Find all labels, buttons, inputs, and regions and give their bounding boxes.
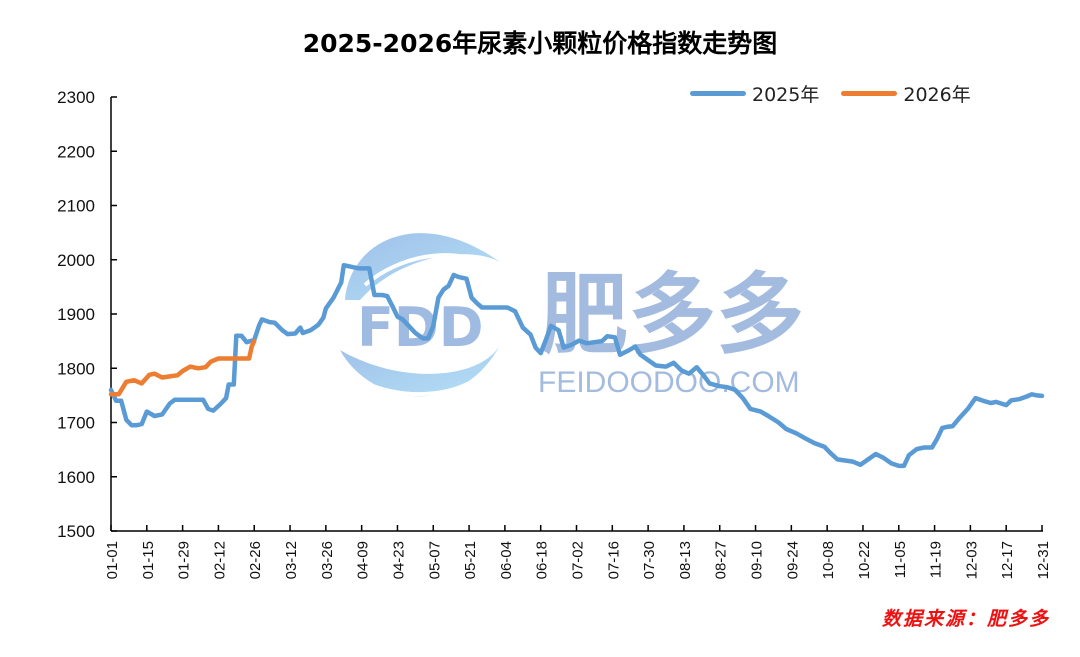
data-source-note: 数据来源：肥多多 bbox=[881, 608, 1050, 630]
x-tick-label: 07-02 bbox=[570, 541, 587, 579]
x-tick-label: 10-08 bbox=[820, 541, 837, 579]
x-tick-label: 01-01 bbox=[104, 541, 121, 579]
series-line-2026 bbox=[108, 338, 257, 397]
chart-legend: 2025年 2026年 bbox=[690, 80, 993, 107]
x-tick-label: 05-21 bbox=[462, 541, 479, 579]
legend-item-2025: 2025年 bbox=[690, 80, 819, 107]
x-tick-label: 03-26 bbox=[319, 541, 336, 579]
watermark-brand-cn: 肥多多 bbox=[540, 263, 804, 366]
x-tick-label: 06-04 bbox=[498, 541, 515, 579]
watermark-logo-text: FDD bbox=[357, 296, 484, 359]
legend-swatch-2025 bbox=[690, 91, 746, 96]
x-tick-label: 12-03 bbox=[963, 541, 980, 579]
legend-label-2026: 2026年 bbox=[903, 84, 971, 106]
x-tick-label: 02-12 bbox=[211, 541, 228, 579]
legend-item-2026: 2026年 bbox=[841, 80, 971, 107]
y-tick-label: 1700 bbox=[57, 414, 95, 433]
legend-label-2025: 2025年 bbox=[752, 84, 820, 106]
x-tick-label: 11-05 bbox=[892, 541, 909, 578]
watermark-logo: FDD bbox=[340, 233, 500, 397]
x-tick-label: 07-16 bbox=[605, 541, 622, 579]
x-tick-label: 03-12 bbox=[283, 541, 300, 579]
y-axis-ticks: 1500 1600 1700 1800 1900 2000 2100 2200 2300 bbox=[57, 88, 117, 541]
legend-swatch-2026 bbox=[841, 91, 898, 96]
x-tick-label: 11-19 bbox=[928, 541, 945, 578]
x-tick-label: 12-31 bbox=[1035, 541, 1052, 579]
y-tick-label: 2100 bbox=[57, 197, 95, 216]
x-tick-label: 01-29 bbox=[176, 541, 193, 579]
x-tick-label: 01-15 bbox=[140, 541, 157, 579]
x-tick-label: 09-10 bbox=[749, 541, 766, 579]
x-tick-label: 12-17 bbox=[999, 541, 1016, 579]
y-tick-label: 1800 bbox=[57, 359, 95, 378]
watermark-brand-url: FEIDOODOO.COM bbox=[538, 366, 800, 399]
y-tick-label: 2300 bbox=[57, 88, 95, 107]
x-tick-label: 04-23 bbox=[390, 541, 407, 579]
x-tick-label: 08-13 bbox=[677, 541, 694, 579]
x-tick-label: 08-27 bbox=[713, 541, 730, 579]
x-tick-label: 09-24 bbox=[784, 541, 801, 579]
y-tick-label: 1900 bbox=[57, 305, 95, 324]
y-tick-label: 2000 bbox=[57, 251, 95, 270]
x-axis-ticks: 01-01 01-15 01-29 02-12 02-26 03-12 03-26 04-09… bbox=[104, 525, 1052, 579]
y-tick-label: 2200 bbox=[57, 142, 95, 161]
chart-title: 2025-2026年尿素小颗粒价格指数走势图 bbox=[302, 29, 778, 58]
x-tick-label: 10-22 bbox=[856, 541, 873, 579]
x-tick-label: 02-26 bbox=[247, 541, 264, 579]
x-tick-label: 05-07 bbox=[426, 541, 443, 579]
series-line-2025 bbox=[108, 262, 1045, 469]
x-tick-label: 04-09 bbox=[355, 541, 372, 579]
y-tick-label: 1500 bbox=[57, 522, 95, 541]
x-tick-label: 06-18 bbox=[534, 541, 551, 579]
x-tick-label: 07-30 bbox=[641, 541, 658, 579]
y-tick-label: 1600 bbox=[57, 468, 95, 487]
